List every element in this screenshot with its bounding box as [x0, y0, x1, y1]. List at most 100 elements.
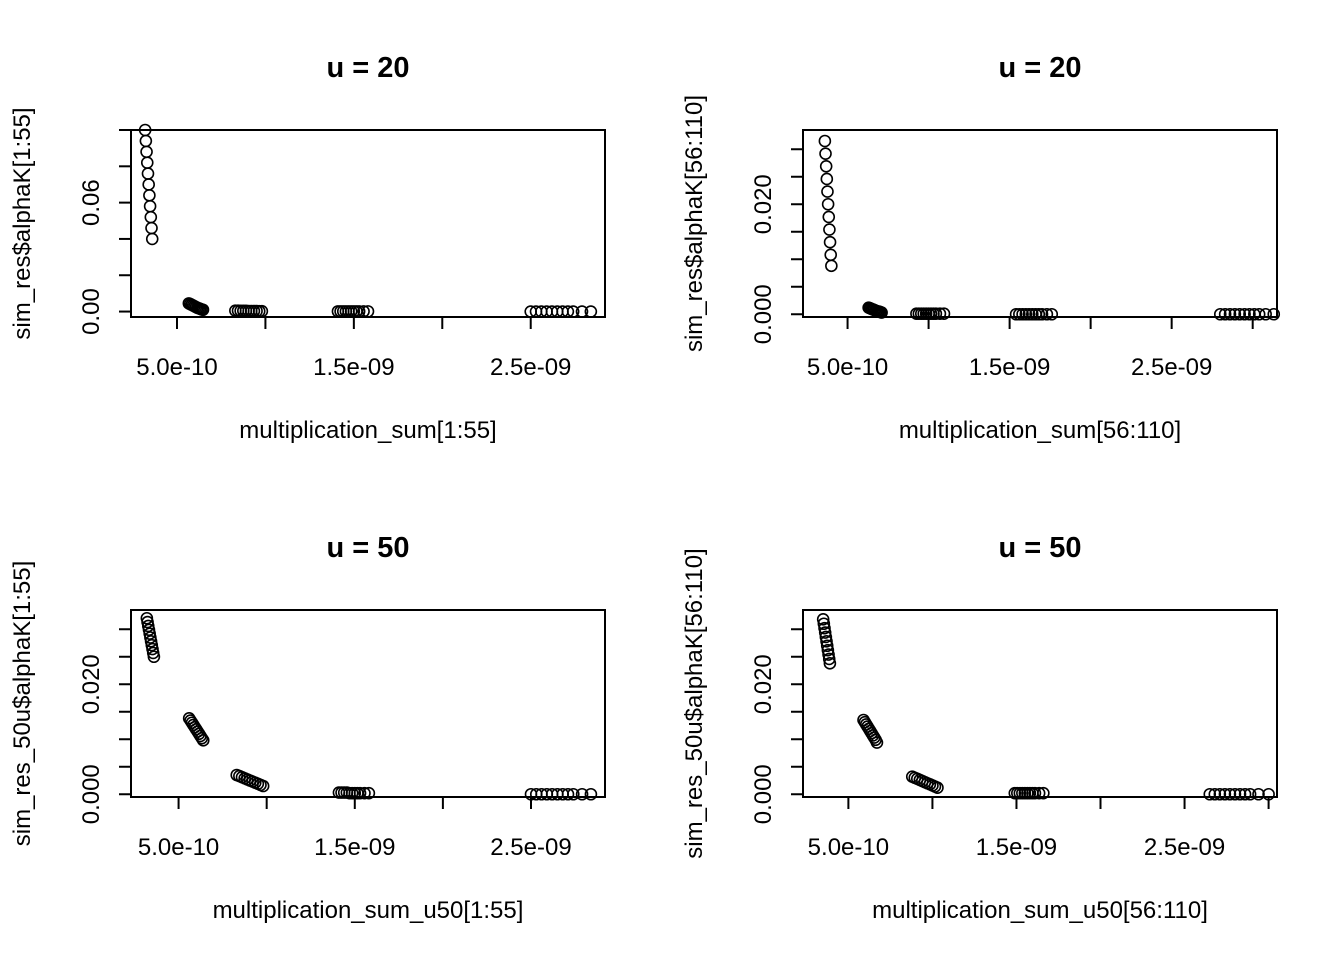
- panel-1: u = 20 5.0e-10 1.5e-09 2.5e-09 0.00 0.06 multi…: [9, 52, 606, 444]
- x-tick-label: 1.5e-09: [314, 834, 395, 861]
- data-point: [147, 650, 161, 664]
- data-point: [561, 787, 575, 801]
- data-point: [145, 221, 158, 235]
- data-point: [870, 736, 884, 749]
- data-point: [1213, 787, 1227, 801]
- data-point: [1238, 787, 1252, 801]
- x-tick-label: 5.0e-10: [808, 834, 889, 861]
- data-point: [1252, 787, 1265, 801]
- data-point: [256, 779, 270, 793]
- data-point: [145, 232, 159, 246]
- chart-title: u = 20: [998, 52, 1081, 84]
- data-point: [144, 210, 158, 224]
- plot-frame: [802, 609, 1278, 798]
- data-point: [818, 626, 832, 639]
- data-point: [196, 303, 210, 317]
- x-axis-label: multiplication_sum[1:55]: [239, 417, 496, 444]
- data-point: [358, 786, 371, 800]
- data-point: [1243, 787, 1257, 801]
- data-point: [1016, 307, 1029, 321]
- x-tick-label: 1.5e-09: [969, 354, 1050, 381]
- y-tick-label: 0.020: [750, 174, 777, 234]
- data-point: [931, 781, 944, 794]
- y-tick-label: 0.020: [750, 654, 777, 714]
- data-point: [818, 134, 832, 148]
- data-point: [1243, 307, 1256, 321]
- data-point: [584, 787, 598, 801]
- data-point: [1022, 307, 1036, 321]
- data-point: [352, 305, 366, 318]
- data-point: [1223, 787, 1237, 801]
- data-point: [255, 304, 269, 318]
- x-tick-label: 1.5e-09: [976, 834, 1057, 861]
- x-tick-label: 5.0e-10: [807, 354, 888, 381]
- plot-frame: [802, 129, 1278, 318]
- plot-frame: [130, 129, 606, 318]
- data-point: [1252, 307, 1266, 321]
- panel-4: u = 50 5.0e-10 1.5e-09 2.5e-09 0.000 0.020 mul…: [681, 532, 1278, 924]
- panel-2: u = 20 5.0e-10 1.5e-09 2.5e-09 0.000 0.020 mul…: [681, 52, 1281, 444]
- x-tick-label: 2.5e-09: [490, 354, 571, 381]
- data-point: [1013, 307, 1026, 321]
- chart-title: u = 20: [326, 52, 409, 84]
- data-point: [143, 189, 156, 202]
- data-point: [362, 786, 376, 800]
- data-point: [937, 307, 951, 321]
- data-point: [142, 178, 155, 191]
- data-point: [1213, 307, 1227, 321]
- data-point: [1218, 787, 1232, 801]
- data-point: [819, 160, 833, 173]
- data-point: [1228, 787, 1242, 801]
- y-tick-label: 0.00: [78, 288, 105, 335]
- y-tick-label: 0.020: [78, 654, 105, 714]
- x-axis-label: multiplication_sum[56:110]: [899, 417, 1181, 444]
- data-point: [1009, 307, 1023, 321]
- data-point: [1267, 307, 1281, 321]
- x-tick-label: 2.5e-09: [1131, 354, 1212, 381]
- data-point: [1037, 786, 1050, 800]
- data-point: [1208, 787, 1222, 801]
- x-axis-label: multiplication_sum_u50[56:110]: [872, 897, 1208, 924]
- data-point: [933, 307, 947, 321]
- y-tick-label: 0.06: [78, 179, 105, 226]
- plot-frame: [130, 609, 606, 798]
- y-tick-label: 0.000: [78, 764, 105, 824]
- y-axis-label: sim_res_50u$alphaK[1:55]: [9, 561, 36, 847]
- chart-title: u = 50: [326, 532, 409, 564]
- data-point: [1218, 307, 1232, 321]
- data-point: [817, 617, 831, 631]
- data-point: [1019, 307, 1033, 321]
- data-point: [1026, 307, 1039, 321]
- data-point: [1032, 786, 1046, 800]
- data-point: [823, 235, 837, 249]
- data-point: [820, 635, 833, 648]
- data-point: [141, 167, 155, 180]
- data-point: [1040, 307, 1054, 321]
- data-point: [820, 639, 834, 653]
- data-point: [140, 145, 153, 159]
- data-point: [195, 731, 209, 745]
- data-point: [819, 630, 833, 644]
- data-point: [357, 305, 370, 318]
- y-axis-label: sim_res_50u$alphaK[56:110]: [681, 548, 708, 858]
- data-point: [361, 305, 375, 318]
- data-point: [1233, 787, 1247, 801]
- data-point: [824, 248, 838, 262]
- data-point: [821, 643, 835, 657]
- data-point: [143, 199, 157, 213]
- y-axis-label: sim_res$alphaK[56:110]: [681, 95, 708, 352]
- data-point: [1238, 307, 1251, 321]
- data-point: [561, 305, 575, 318]
- data-point: [822, 210, 836, 224]
- data-point: [353, 786, 367, 800]
- panel-3: u = 50 5.0e-10 1.5e-09 2.5e-09 0.000 0.020 mul…: [9, 532, 606, 924]
- data-point: [818, 621, 831, 635]
- data-point: [820, 172, 834, 186]
- y-axis-label: sim_res$alphaK[1:55]: [9, 107, 36, 339]
- data-point: [821, 185, 834, 198]
- data-point: [816, 613, 830, 626]
- data-point: [1259, 307, 1272, 321]
- data-point: [1203, 787, 1217, 801]
- data-point: [196, 734, 210, 747]
